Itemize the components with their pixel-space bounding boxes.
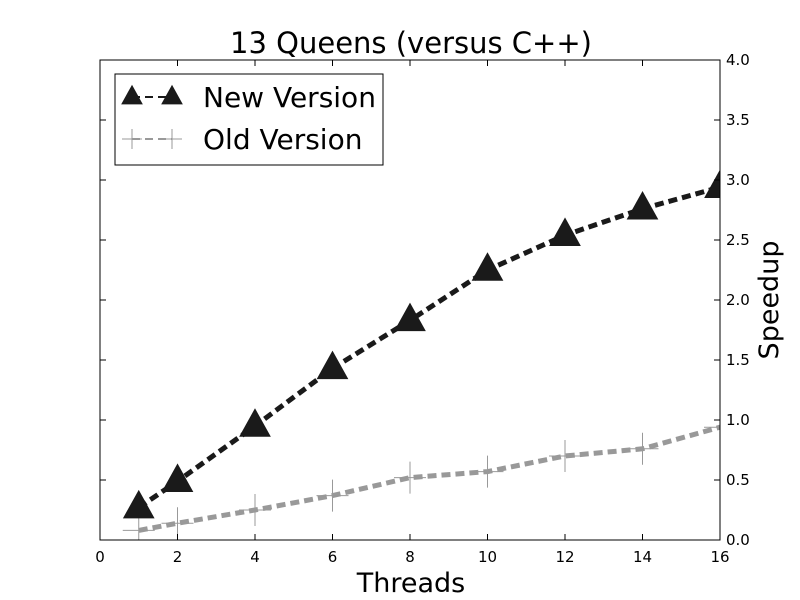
data-point — [122, 514, 155, 540]
x-axis-ticks: 0 2 4 6 8 10 12 14 16 — [95, 60, 730, 566]
chart-title: 13 Queens (versus C++) — [230, 26, 592, 60]
x-tick-label: 8 — [405, 548, 415, 566]
y-tick-label: 3.5 — [726, 111, 750, 129]
series-old-version — [122, 411, 720, 540]
y-tick-label: 2.5 — [726, 231, 750, 249]
data-point — [316, 350, 349, 380]
x-tick-label: 0 — [95, 548, 105, 566]
legend-marker — [162, 129, 182, 149]
x-axis-title: Threads — [356, 568, 465, 599]
data-point — [394, 461, 426, 494]
data-point — [316, 479, 349, 512]
data-point — [549, 440, 581, 472]
y-tick-label: 3.0 — [726, 171, 750, 189]
data-point — [161, 463, 194, 492]
x-tick-label: 12 — [555, 548, 574, 566]
y-axis-ticks: 0.0 0.5 1.0 1.5 2.0 2.5 3.0 3.5 4.0 — [100, 51, 750, 549]
data-point — [239, 408, 271, 437]
y-tick-label: 4.0 — [726, 51, 750, 69]
legend-marker — [161, 84, 183, 105]
x-tick-label: 6 — [328, 548, 338, 566]
legend-label: Old Version — [203, 123, 362, 156]
y-tick-label: 2.0 — [726, 291, 750, 309]
data-point — [239, 494, 271, 526]
y-axis-title: Speedup — [754, 241, 785, 360]
series-line — [137, 184, 720, 510]
series-new-version — [122, 169, 720, 519]
series-layer — [122, 169, 720, 540]
data-point — [626, 432, 659, 465]
x-tick-label: 2 — [173, 548, 183, 566]
legend-entry: New Version — [121, 81, 376, 114]
x-tick-label: 16 — [710, 548, 729, 566]
y-tick-label: 1.5 — [726, 351, 750, 369]
y-tick-label: 0.0 — [726, 531, 750, 549]
data-point — [122, 489, 155, 519]
data-point — [394, 302, 426, 332]
data-point — [704, 169, 720, 198]
legend: New Version Old Version — [114, 73, 384, 166]
legend-marker — [122, 129, 142, 149]
series-line — [138, 424, 720, 533]
data-point — [161, 507, 194, 540]
x-tick-label: 4 — [250, 548, 260, 566]
legend-box — [114, 73, 384, 166]
data-point — [626, 191, 659, 220]
y-tick-label: 1.0 — [726, 411, 750, 429]
legend-entries: New Version Old Version — [121, 81, 376, 156]
data-point — [471, 455, 504, 488]
legend-marker — [121, 84, 143, 105]
data-point — [704, 411, 720, 444]
y-tick-label: 0.5 — [726, 471, 750, 489]
x-tick-label: 14 — [633, 548, 652, 566]
legend-label: New Version — [203, 81, 376, 114]
legend-entry: Old Version — [122, 123, 362, 156]
x-tick-label: 10 — [478, 548, 497, 566]
data-point — [549, 217, 581, 246]
data-point — [471, 252, 504, 281]
